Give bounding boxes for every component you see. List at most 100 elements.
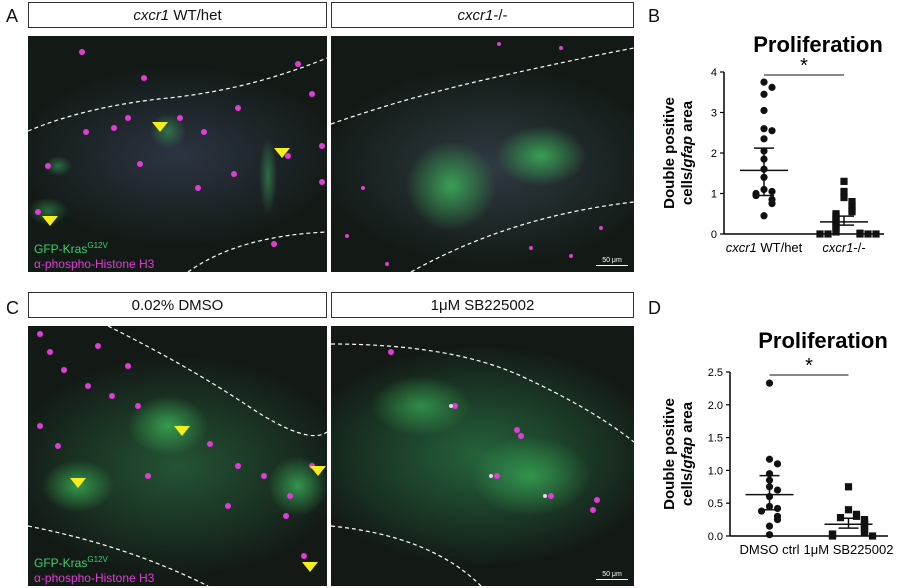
legend-green-text: GFP-Kras	[34, 242, 88, 256]
data-point-square	[844, 483, 853, 491]
micrograph-a-left: GFP-KrasG12V α-phospho-Histone H3	[28, 36, 327, 272]
y-tick-label: 1.5	[708, 433, 723, 445]
data-point-circle	[768, 187, 776, 196]
significance-star: *	[800, 55, 808, 77]
x-category-label: DMSO ctrl	[740, 542, 800, 557]
y-axis-label-group: Double positive cells/gfap area	[661, 97, 696, 209]
y-axis-label-group: Double positive cells/gfap area	[661, 398, 696, 510]
data-point-square	[872, 230, 880, 238]
legend-green-sup: G12V	[87, 555, 108, 564]
x-category-label: cxcr1 WT/het	[726, 240, 803, 255]
data-point-square	[868, 532, 877, 540]
data-point-square	[844, 506, 853, 514]
micrograph-a-right-image	[331, 42, 634, 272]
data-point-square	[832, 228, 840, 236]
legend-green: GFP-KrasG12V	[34, 552, 154, 571]
header-mutant: cxcr1 -/-	[331, 2, 634, 28]
scale-bar-a: 50 μm	[596, 257, 628, 266]
data-point-circle	[768, 83, 776, 91]
micrograph-c-left-image	[28, 326, 327, 586]
data-point-circle	[760, 106, 768, 115]
y-tick-label: 3	[711, 108, 717, 120]
x-category-label: 1μM SB225002	[804, 542, 894, 557]
data-point-circle	[765, 379, 774, 387]
legend-green-sup: G12V	[87, 241, 108, 250]
header-wt-het: cxcr1 WT/het	[28, 2, 327, 28]
data-point-square	[840, 177, 848, 185]
y-tick-label: 0	[711, 229, 717, 241]
header-gene-italic: cxcr1	[457, 6, 494, 24]
data-point-circle	[760, 212, 768, 220]
scale-bar-c: 50 μm	[596, 571, 628, 580]
chart-title: Proliferation	[753, 32, 883, 57]
data-point-circle	[760, 135, 768, 143]
data-point-circle	[757, 507, 766, 515]
chart-b: Proliferation Double positive cells/gfap a…	[661, 32, 884, 255]
data-point-square	[824, 230, 832, 238]
scale-bar-line	[596, 265, 628, 266]
data-point-square	[860, 529, 869, 537]
y-tick-label: 2.0	[708, 400, 723, 412]
micrograph-c-right: 50 μm	[331, 326, 634, 586]
x-category-label: cxcr1-/-	[822, 240, 865, 255]
data-point-circle	[765, 455, 774, 463]
data-point-circle	[773, 460, 782, 468]
data-point-circle	[765, 522, 774, 530]
data-point-square	[828, 532, 837, 540]
micrograph-c-left: GFP-KrasG12V α-phospho-Histone H3	[28, 326, 327, 586]
y-tick-label: 2.5	[708, 367, 723, 379]
data-point-circle	[765, 531, 774, 539]
y-axis-label-line1: Double positive	[661, 97, 678, 209]
y-tick-label: 1	[711, 189, 717, 201]
panel-label-d: D	[648, 298, 661, 318]
y-tick-label: 1.0	[708, 465, 723, 477]
header-genotype: -/-	[493, 6, 508, 24]
y-tick-label: 0.5	[708, 498, 723, 510]
data-point-square	[856, 230, 864, 238]
data-point-square	[848, 198, 856, 206]
y-axis-label-line2: cells/gfap area	[679, 401, 696, 506]
legend-c: GFP-KrasG12V α-phospho-Histone H3	[34, 552, 154, 586]
data-point-square	[840, 187, 848, 196]
legend-a: GFP-KrasG12V α-phospho-Histone H3	[34, 238, 154, 272]
data-point-square	[848, 208, 856, 216]
legend-magenta: α-phospho-Histone H3	[34, 257, 155, 271]
significance-star: *	[805, 355, 813, 377]
scale-bar-label: 50 μm	[602, 571, 622, 578]
chart-d: Proliferation Double positive cells/gfap a…	[661, 328, 894, 557]
data-point-square	[864, 230, 872, 238]
micrograph-a-right: 50 μm	[331, 36, 634, 272]
data-point-circle	[773, 504, 782, 513]
data-point-square	[852, 512, 861, 520]
micrograph-a-left-image	[28, 49, 327, 272]
data-point-square	[840, 193, 848, 202]
data-point-square	[816, 230, 824, 238]
data-point-circle	[760, 90, 768, 98]
data-point-circle	[768, 200, 776, 208]
header-genotype: WT/het	[169, 6, 222, 24]
panel-label-c: C	[6, 298, 19, 318]
data-point-square	[848, 202, 856, 210]
legend-green: GFP-KrasG12V	[34, 238, 154, 257]
data-point-circle	[760, 78, 768, 86]
legend-magenta: α-phospho-Histone H3	[34, 571, 155, 585]
micrograph-c-right-image	[331, 343, 634, 586]
data-point-circle	[760, 125, 768, 133]
scale-bar-label: 50 μm	[602, 257, 622, 264]
header-gene-italic: cxcr1	[133, 6, 170, 24]
y-tick-label: 2	[711, 148, 717, 160]
data-point-circle	[773, 486, 782, 494]
header-dmso: 0.02% DMSO	[28, 292, 327, 318]
panel-label-a: A	[6, 6, 19, 26]
y-axis-label-line2: cells/gfap area	[679, 100, 696, 205]
chart-title: Proliferation	[758, 328, 888, 353]
y-axis-label-line1: Double positive	[661, 398, 678, 510]
legend-green-text: GFP-Kras	[34, 556, 88, 570]
data-point-circle	[768, 127, 776, 135]
panel-label-b: B	[648, 6, 661, 26]
y-tick-label: 4	[711, 67, 717, 79]
data-point-circle	[773, 516, 782, 524]
scale-bar-line	[596, 579, 628, 580]
y-tick-label: 0.0	[708, 531, 723, 543]
header-sb225002: 1μM SB225002	[331, 292, 634, 318]
